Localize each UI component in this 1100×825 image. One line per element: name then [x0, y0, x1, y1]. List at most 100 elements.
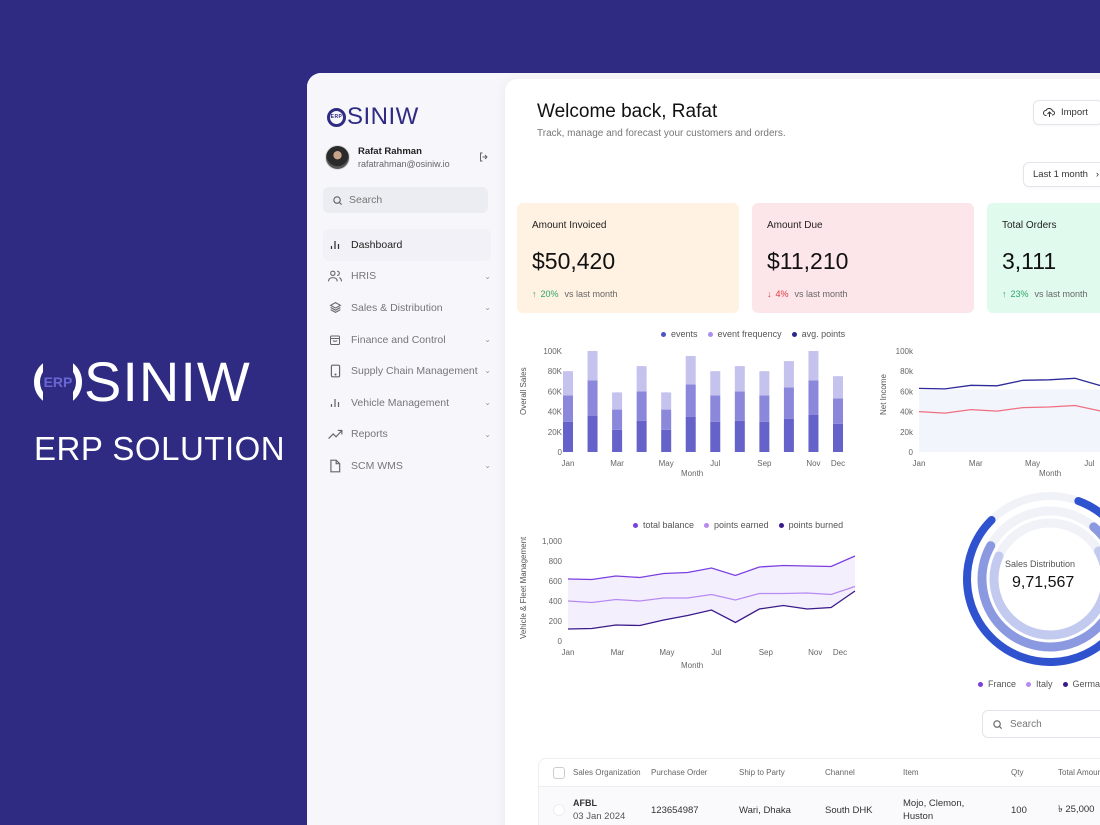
legend-item[interactable]: points earned	[704, 520, 769, 530]
users-icon	[327, 270, 343, 282]
svg-text:80k: 80k	[900, 367, 914, 376]
sidebar-item-sales-distribution[interactable]: Sales & Distribution ⌄	[323, 292, 491, 324]
stat-card-amount-invoiced[interactable]: Amount Invoiced $50,420 ↑ 20% vs last mont…	[517, 203, 739, 313]
cell-channel: South DHK	[825, 804, 873, 816]
arrow-up-icon: ↑	[1002, 289, 1007, 299]
svg-text:Mar: Mar	[610, 459, 624, 468]
sidebar-nav: Dashboard HRIS ⌄ Sales & Distribution ⌄ …	[323, 229, 491, 482]
svg-text:Mar: Mar	[969, 459, 983, 468]
sidebar-item-label: SCM WMS	[351, 459, 403, 472]
legend-item[interactable]: event frequency	[707, 329, 782, 339]
sidebar-item-reports[interactable]: Reports ⌄	[323, 419, 491, 451]
search-icon	[993, 719, 1003, 729]
x-axis-title: Month	[681, 661, 704, 670]
brand-logo: ERP SINIW	[34, 352, 285, 412]
row-checkbox[interactable]	[553, 804, 565, 816]
column-header[interactable]: Qty	[1011, 768, 1024, 777]
stat-label: Amount Invoiced	[532, 220, 607, 231]
table-row[interactable]: AFBL 03 Jan 2024 123654987 Wari, Dhaka So…	[539, 787, 1100, 825]
column-header[interactable]: Total Amount	[1058, 768, 1100, 777]
chevron-down-icon[interactable]: ⌄	[484, 303, 491, 313]
chevron-down-icon[interactable]: ⌄	[484, 271, 491, 281]
user-name: Rafat Rahman	[358, 146, 422, 157]
column-header[interactable]: Ship to Party	[739, 768, 785, 777]
stat-label: Amount Due	[767, 220, 823, 231]
tablet-icon	[327, 364, 343, 378]
page-subtitle: Track, manage and forecast your customer…	[537, 128, 786, 139]
bar-chart-plot: 0 20K 40K 60K 80K 100K Jan Mar May Jul Sep Nov Dec	[543, 347, 845, 468]
chevron-down-icon[interactable]: ⌄	[484, 397, 491, 407]
sidebar-item-finance-control[interactable]: Finance and Control ⌄	[323, 324, 491, 356]
legend-item-germany[interactable]: Germany	[1062, 679, 1100, 689]
svg-text:Dec: Dec	[833, 648, 847, 657]
cell-qty: 100	[1011, 804, 1027, 816]
svg-text:600: 600	[549, 577, 563, 586]
avatar[interactable]	[325, 145, 350, 170]
svg-text:Jul: Jul	[711, 648, 721, 657]
sidebar-item-label: Finance and Control	[351, 333, 446, 346]
svg-text:60k: 60k	[900, 387, 914, 396]
sidebar-item-scm-wms[interactable]: SCM WMS ⌄	[323, 450, 491, 482]
legend-item[interactable]: avg. points	[791, 329, 845, 339]
bar-chart-icon	[327, 397, 343, 409]
stat-card-amount-due[interactable]: Amount Due $11,210 ↓ 4% vs last month	[752, 203, 974, 313]
svg-text:60K: 60K	[548, 387, 563, 396]
svg-text:20K: 20K	[548, 428, 563, 437]
chart-legend: France Italy Germany	[978, 679, 1100, 689]
column-header[interactable]: Purchase Order	[651, 768, 708, 777]
column-header[interactable]: Channel	[825, 768, 855, 777]
import-label: Import	[1061, 107, 1088, 118]
cell-amount: ৳ 25,000	[1058, 803, 1095, 815]
trending-up-icon	[327, 429, 343, 440]
svg-text:May: May	[659, 648, 674, 657]
logout-icon[interactable]	[478, 151, 490, 166]
fleet-line-plot: 0 200 400 600 800 1,000 Jan Mar May Jul Sep Nov Dec	[542, 537, 856, 657]
sidebar-item-hris[interactable]: HRIS ⌄	[323, 261, 491, 293]
import-button[interactable]: Import	[1033, 100, 1100, 125]
svg-text:80K: 80K	[548, 367, 563, 376]
svg-text:Jan: Jan	[562, 648, 575, 657]
stat-delta-suffix: vs last month	[794, 289, 848, 299]
table-header: Sales Organization Purchase Order Ship t…	[539, 759, 1100, 787]
cell-ship: Wari, Dhaka	[739, 804, 791, 816]
legend-item-france[interactable]: France	[978, 679, 1016, 689]
sidebar-item-vehicle-management[interactable]: Vehicle Management ⌄	[323, 387, 491, 419]
sidebar-logo[interactable]: ERP SINIW	[327, 103, 419, 131]
column-header[interactable]: Sales Organization	[573, 768, 641, 777]
sidebar-search-input[interactable]: Search	[323, 187, 488, 213]
svg-text:May: May	[659, 459, 674, 468]
svg-text:0: 0	[558, 637, 563, 646]
chevron-down-icon[interactable]: ⌄	[484, 429, 491, 439]
user-email: rafatrahman@osiniw.io	[358, 159, 450, 169]
cell-po: 123654987	[651, 804, 699, 816]
legend-item-italy[interactable]: Italy	[1026, 679, 1053, 689]
brand-logo-badge: ERP	[42, 352, 74, 412]
svg-text:800: 800	[549, 557, 563, 566]
legend-item[interactable]: events	[661, 329, 698, 339]
chevron-down-icon[interactable]: ⌄	[484, 461, 491, 471]
svg-text:Jul: Jul	[1084, 459, 1094, 468]
chevron-down-icon[interactable]: ⌄	[484, 334, 491, 344]
logo-text: SINIW	[347, 103, 419, 130]
sidebar-item-dashboard[interactable]: Dashboard	[323, 229, 491, 261]
search-icon	[333, 195, 343, 205]
stat-card-total-orders[interactable]: Total Orders 3,111 ↑ 23% vs last month	[987, 203, 1100, 313]
svg-text:Jan: Jan	[562, 459, 575, 468]
svg-text:1,000: 1,000	[542, 537, 563, 546]
sidebar-item-label: Reports	[351, 428, 388, 441]
x-axis-title: Month	[1039, 469, 1062, 478]
date-range-button[interactable]: Last 1 month ›	[1023, 162, 1100, 187]
select-all-checkbox[interactable]	[553, 766, 565, 779]
legend-item[interactable]: total balance	[633, 520, 694, 530]
legend-item[interactable]: points burned	[778, 520, 843, 530]
sidebar-item-supply-chain[interactable]: Supply Chain Management ⌄	[323, 355, 491, 387]
user-profile: Rafat Rahman rafatrahman@osiniw.io	[325, 145, 490, 170]
svg-text:Mar: Mar	[611, 648, 625, 657]
svg-text:Nov: Nov	[808, 648, 822, 657]
svg-text:20k: 20k	[900, 428, 914, 437]
column-header[interactable]: Item	[903, 768, 919, 777]
chevron-down-icon[interactable]: ⌄	[484, 366, 491, 376]
arrow-down-icon: ↓	[767, 289, 772, 299]
brand-tagline: ERP SOLUTION	[34, 430, 286, 467]
table-search-input[interactable]: Search	[982, 710, 1100, 738]
